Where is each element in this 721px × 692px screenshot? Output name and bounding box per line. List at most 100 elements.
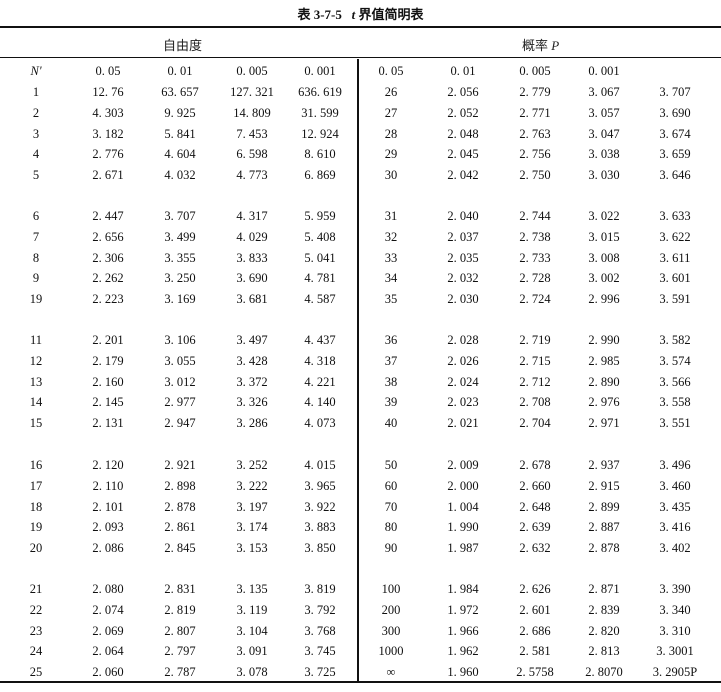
value-cell: 2. 179 <box>92 353 124 368</box>
value-cell: 3. 611 <box>659 250 691 265</box>
value-cell: 3. 850 <box>304 541 336 555</box>
value-cell: 2. 080 <box>92 582 124 596</box>
value-cell: 2. 724 <box>519 292 551 306</box>
df-cell: 36 <box>384 333 398 347</box>
value-cell: 1. 960 <box>447 665 479 679</box>
value-cell: 2. 086 <box>92 541 124 555</box>
value-cell: 1. 990 <box>447 520 479 535</box>
value-cell: 3. 3001 <box>656 644 694 659</box>
header-probability: 概率 P <box>522 35 559 54</box>
value-cell: 2. 819 <box>164 602 196 617</box>
value-cell: 3. 591 <box>659 292 691 306</box>
value-cell: 12. 76 <box>92 85 124 99</box>
value-cell: 1. 004 <box>447 499 479 514</box>
value-cell: 2. 626 <box>519 582 551 596</box>
value-cell: 3. 355 <box>164 250 196 265</box>
value-cell: 3. 372 <box>236 374 268 389</box>
value-cell: 3. 582 <box>659 333 691 347</box>
df-cell: 25 <box>29 665 43 679</box>
value-cell: 3. 922 <box>304 499 336 514</box>
value-cell: 3. 2905P <box>652 665 698 679</box>
value-cell: 2. 708 <box>519 395 551 410</box>
value-cell: 3. 030 <box>588 168 620 182</box>
value-cell: 2. 861 <box>164 520 196 535</box>
value-cell: 3. 633 <box>659 209 691 223</box>
value-cell: 3. 428 <box>236 353 268 368</box>
value-cell: 5. 959 <box>304 209 336 223</box>
value-cell: 6. 598 <box>236 147 268 162</box>
value-cell: 2. 871 <box>588 582 620 596</box>
column-header-left: 0. 01 <box>167 64 193 78</box>
value-cell: 2. 064 <box>92 644 124 659</box>
title-text: 界值简明表 <box>358 7 424 22</box>
value-cell: 4. 140 <box>304 395 336 410</box>
value-cell: 1. 984 <box>447 582 479 596</box>
df-cell: 30 <box>384 168 398 182</box>
df-cell: 60 <box>384 478 398 493</box>
column-header-right: 0. 01 <box>450 64 476 78</box>
value-cell: 2. 656 <box>92 229 124 244</box>
value-cell: 4. 437 <box>304 333 336 347</box>
value-cell: 12. 924 <box>301 126 339 141</box>
value-cell: 2. 037 <box>447 229 479 244</box>
df-cell: 11 <box>29 333 43 347</box>
value-cell: 63. 657 <box>161 85 199 99</box>
value-cell: 6. 869 <box>304 168 336 182</box>
value-cell: 31. 599 <box>301 105 339 120</box>
value-cell: 2. 845 <box>164 541 196 555</box>
table-title: 表 3-7-5 t 界值简明表 <box>0 4 721 23</box>
value-cell: 2. 093 <box>92 520 124 535</box>
value-cell: 127. 321 <box>230 85 274 99</box>
value-cell: 2. 750 <box>519 168 551 182</box>
value-cell: 4. 032 <box>164 168 196 182</box>
value-cell: 3. 707 <box>164 209 196 223</box>
df-cell: 37 <box>384 353 398 368</box>
value-cell: 1. 972 <box>447 602 479 617</box>
value-cell: 2. 069 <box>92 623 124 638</box>
value-cell: 3. 792 <box>304 602 336 617</box>
value-cell: 3. 558 <box>659 395 691 410</box>
top-rule <box>0 26 721 28</box>
value-cell: 2. 820 <box>588 623 620 638</box>
df-cell: 28 <box>384 126 398 141</box>
value-cell: 2. 890 <box>588 374 620 389</box>
value-cell: 3. 326 <box>236 395 268 410</box>
value-cell: 3. 252 <box>236 458 268 472</box>
value-cell: 2. 648 <box>519 499 551 514</box>
value-cell: 2. 878 <box>164 499 196 514</box>
column-header-right: 0. 05 <box>378 64 404 78</box>
df-cell: 3 <box>32 126 40 141</box>
value-cell: 3. 622 <box>659 229 691 244</box>
df-cell: 80 <box>384 520 398 535</box>
df-cell: 38 <box>384 374 398 389</box>
value-cell: 3. 078 <box>236 665 268 679</box>
value-cell: 3. 015 <box>588 229 620 244</box>
df-cell: 70 <box>384 499 398 514</box>
value-cell: 2. 028 <box>447 333 479 347</box>
column-header-right: 0. 001 <box>588 64 620 78</box>
value-cell: 1. 962 <box>447 644 479 659</box>
value-cell: 2. 712 <box>519 374 551 389</box>
df-cell: 35 <box>384 292 398 306</box>
value-cell: 8. 610 <box>304 147 336 162</box>
df-cell: ∞ <box>386 665 396 679</box>
value-cell: 2. 223 <box>92 292 124 306</box>
df-cell: 5 <box>32 168 40 182</box>
value-cell: 3. 646 <box>659 168 691 182</box>
value-cell: 2. 779 <box>519 85 551 99</box>
value-cell: 1. 966 <box>447 623 479 638</box>
value-cell: 2. 776 <box>92 147 124 162</box>
df-cell: 29 <box>384 147 398 162</box>
column-header-left: 0. 001 <box>304 64 336 78</box>
value-cell: 2. 671 <box>92 168 124 182</box>
table-number: 表 3-7-5 <box>297 7 342 22</box>
value-cell: 3. 182 <box>92 126 124 141</box>
value-cell: 3. 067 <box>588 85 620 99</box>
bottom-rule <box>0 681 721 683</box>
value-cell: 3. 286 <box>236 416 268 430</box>
header-probability-text: 概率 <box>522 38 549 53</box>
value-cell: 2. 023 <box>447 395 479 410</box>
value-cell: 3. 047 <box>588 126 620 141</box>
value-cell: 3. 551 <box>659 416 691 430</box>
value-cell: 3. 250 <box>164 271 196 286</box>
